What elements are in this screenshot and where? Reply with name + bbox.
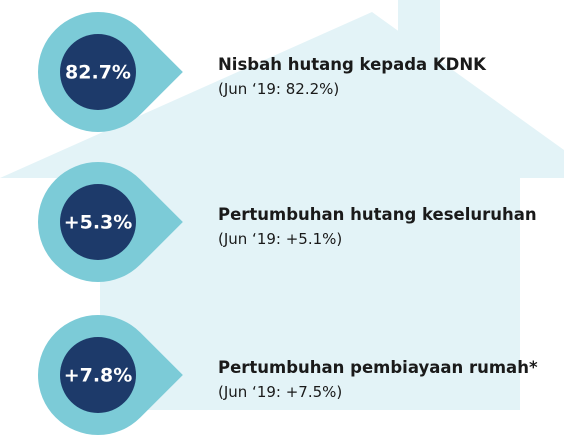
item-title: Nisbah hutang kepada KDNK xyxy=(218,55,487,74)
item-note: (Jun ‘19: +5.1%) xyxy=(218,230,342,248)
infographic: 82.7% Nisbah hutang kepada KDNK (Jun ‘19: … xyxy=(0,0,564,439)
item-title: Pertumbuhan hutang keseluruhan xyxy=(218,205,537,224)
item-note: (Jun ‘19: +7.5%) xyxy=(218,383,342,401)
item-title: Pertumbuhan pembiayaan rumah* xyxy=(218,358,538,377)
item-note: (Jun ‘19: 82.2%) xyxy=(218,80,339,98)
value: +5.3% xyxy=(64,212,133,234)
value: +7.8% xyxy=(64,365,133,387)
value: 82.7% xyxy=(65,62,131,84)
